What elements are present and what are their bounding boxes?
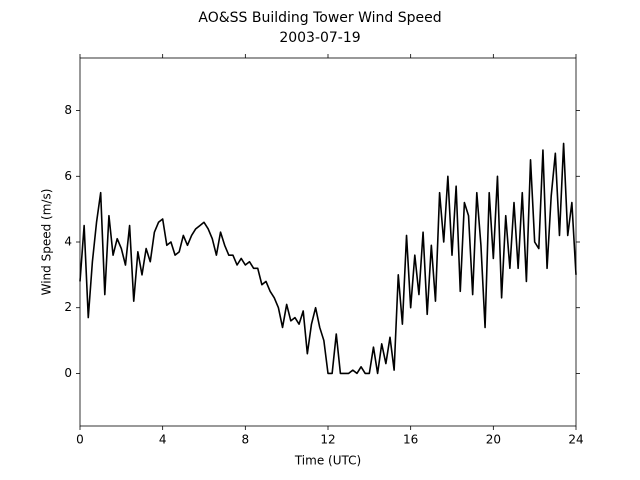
x-axis-label: Time (UTC): [294, 454, 361, 468]
y-tick-label: 2: [64, 300, 72, 314]
x-tick-label: 12: [320, 433, 335, 447]
x-tick-label: 16: [403, 433, 418, 447]
plot-frame: [79, 57, 577, 427]
y-tick-label: 8: [64, 103, 72, 117]
y-axis-label: Wind Speed (m/s): [40, 189, 54, 296]
y-tick-label: 6: [64, 169, 72, 183]
chart-subtitle: 2003-07-19: [279, 30, 360, 46]
line-series: [79, 142, 577, 375]
x-tick-label: 20: [486, 433, 501, 447]
y-tick-label: 4: [64, 235, 72, 249]
x-tick-label: 24: [568, 433, 583, 447]
x-tick-label: 4: [159, 433, 167, 447]
y-tick-label: 0: [64, 366, 72, 380]
x-tick-label: 8: [242, 433, 250, 447]
x-tick-label: 0: [76, 433, 84, 447]
chart-title: AO&SS Building Tower Wind Speed: [198, 10, 441, 26]
